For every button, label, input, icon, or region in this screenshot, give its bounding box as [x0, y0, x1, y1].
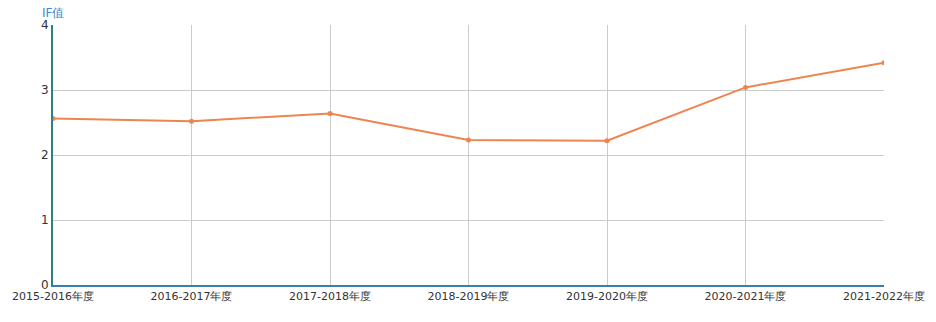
svg-text:2016-2017年度: 2016-2017年度 — [151, 290, 233, 303]
svg-text:3: 3 — [41, 83, 49, 97]
svg-text:2020-2021年度: 2020-2021年度 — [705, 290, 787, 303]
svg-text:2018-2019年度: 2018-2019年度 — [428, 290, 510, 303]
svg-text:2017-2018年度: 2017-2018年度 — [289, 290, 371, 303]
svg-text:0: 0 — [41, 278, 49, 292]
svg-text:4: 4 — [41, 18, 49, 32]
svg-text:2021-2022年度: 2021-2022年度 — [843, 290, 925, 303]
svg-text:2015-2016年度: 2015-2016年度 — [12, 290, 94, 303]
svg-text:1: 1 — [41, 213, 49, 227]
svg-text:2: 2 — [41, 148, 49, 162]
svg-text:2019-2020年度: 2019-2020年度 — [566, 290, 648, 303]
svg-text:IF值: IF值 — [42, 6, 64, 20]
